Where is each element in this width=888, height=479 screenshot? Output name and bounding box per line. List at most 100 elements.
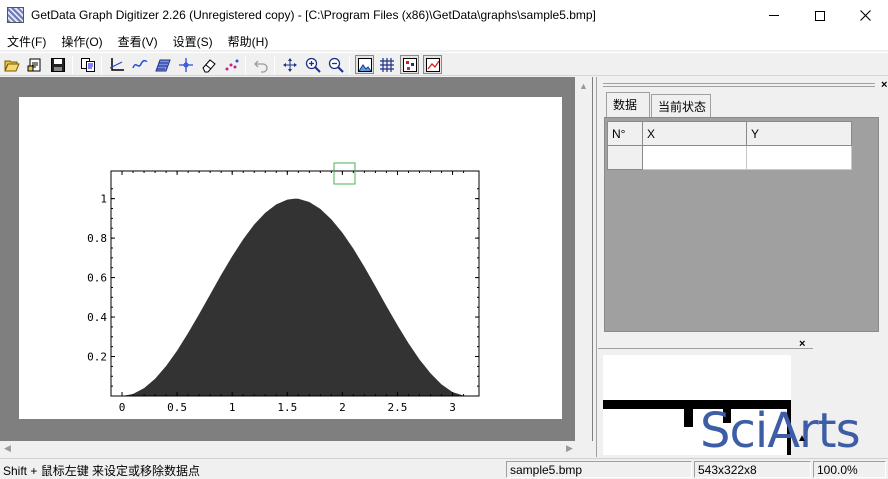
- x-tick-label: 2: [339, 401, 346, 414]
- point-capture-icon: [178, 57, 193, 72]
- close-button[interactable]: [843, 0, 888, 31]
- open-file-button[interactable]: [25, 55, 44, 74]
- column-y-header[interactable]: Y: [746, 121, 852, 146]
- column-number-header[interactable]: N°: [607, 121, 643, 146]
- menu-operations[interactable]: 操作(O): [61, 35, 103, 49]
- toolbar-separator: [349, 56, 350, 74]
- auto-trace-line-icon: [131, 59, 148, 68]
- grid-icon: [379, 57, 394, 72]
- pan-button[interactable]: [280, 55, 299, 74]
- y-tick-label: 0.4: [87, 311, 107, 324]
- auto-trace-line-button[interactable]: [130, 55, 149, 74]
- data-tab-pane: N° X Y: [604, 117, 879, 332]
- point-capture-button[interactable]: [176, 55, 195, 74]
- zoom-out-icon: [328, 57, 344, 73]
- show-image-icon: [357, 57, 372, 72]
- area-trace-icon: [154, 59, 171, 71]
- plot-frame: [110, 170, 480, 397]
- x-cell[interactable]: [642, 145, 747, 170]
- zoom-preview: [603, 355, 791, 455]
- copy-button[interactable]: [78, 55, 97, 74]
- y-tick-label: 0.2: [87, 351, 107, 364]
- data-table[interactable]: N° X Y: [607, 121, 852, 170]
- undo-button[interactable]: [251, 55, 270, 74]
- preview-scroll-up-icon[interactable]: ▲: [797, 433, 807, 444]
- save-button[interactable]: [48, 55, 67, 74]
- graph-icon: [425, 57, 440, 72]
- x-tick-label: 2.5: [388, 401, 408, 414]
- digitize-points-icon: [225, 59, 238, 70]
- toolbar-separator: [274, 56, 275, 74]
- zoom-in-icon: [305, 57, 321, 73]
- zoom-out-button[interactable]: [326, 55, 345, 74]
- y-tick-label: 0.6: [87, 272, 107, 285]
- tab-data[interactable]: 数据: [606, 92, 650, 117]
- toolbar: [0, 52, 888, 76]
- table-header-row: N° X Y: [607, 121, 852, 146]
- status-message: Shift + 鼠标左键 来设定或移除数据点: [3, 464, 201, 478]
- toolbar-separator: [72, 56, 73, 74]
- close-preview-icon[interactable]: ×: [799, 338, 806, 350]
- status-zoom: 100.0%: [813, 461, 886, 478]
- status-file: sample5.bmp: [506, 461, 692, 478]
- scroll-left-icon[interactable]: ◀: [4, 443, 11, 453]
- scroll-right-icon[interactable]: ▶: [566, 443, 573, 453]
- pan-icon: [282, 57, 297, 72]
- toolbar-separator: [245, 56, 246, 74]
- table-row[interactable]: [607, 145, 852, 170]
- graph-canvas[interactable]: 0 0.5 1 1.5 2 2.5 3 0.2 0.4 0.6 0.8 1: [19, 97, 562, 419]
- vertical-scrollbar[interactable]: ▲: [575, 77, 592, 441]
- menu-bar: 文件(F) 操作(O) 查看(V) 设置(S) 帮助(H): [0, 31, 888, 50]
- x-tick-label: 1.5: [277, 401, 297, 414]
- x-tick-label: 1: [229, 401, 236, 414]
- x-tick-label: 0.5: [167, 401, 187, 414]
- app-icon: [7, 7, 24, 23]
- status-image-size: 543x322x8: [694, 461, 811, 478]
- minimize-icon: [768, 15, 779, 16]
- eraser-icon: [201, 58, 216, 72]
- points-toggle[interactable]: [400, 55, 419, 74]
- x-tick-label: 3: [449, 401, 456, 414]
- scroll-up-icon[interactable]: ▲: [579, 81, 588, 91]
- zoom-in-button[interactable]: [303, 55, 322, 74]
- axes-icon: [109, 57, 124, 71]
- menu-view[interactable]: 查看(V): [117, 35, 158, 49]
- menu-file[interactable]: 文件(F): [7, 35, 47, 49]
- column-x-header[interactable]: X: [642, 121, 747, 146]
- toolbar-separator: [101, 56, 102, 74]
- set-axes-button[interactable]: [107, 55, 126, 74]
- undo-icon: [253, 60, 268, 73]
- graph-toggle[interactable]: [423, 55, 442, 74]
- open-folder-button[interactable]: [2, 55, 21, 74]
- open-folder-icon: [3, 60, 20, 71]
- plot[interactable]: 0 0.5 1 1.5 2 2.5 3 0.2 0.4 0.6 0.8 1: [19, 97, 562, 419]
- area-series: [122, 198, 468, 396]
- menu-settings[interactable]: 设置(S): [172, 35, 213, 49]
- menu-help[interactable]: 帮助(H): [227, 35, 269, 49]
- y-tick-label: 1: [100, 193, 107, 206]
- maximize-button[interactable]: [797, 0, 842, 31]
- minimize-button[interactable]: [751, 0, 796, 31]
- eraser-button[interactable]: [199, 55, 218, 74]
- open-file-icon: [27, 58, 40, 71]
- horizontal-scrollbar[interactable]: ◀ ▶: [0, 441, 593, 457]
- grip-line: [603, 86, 875, 87]
- digitize-points-button[interactable]: [222, 55, 241, 74]
- grid-toggle[interactable]: [377, 55, 396, 74]
- y-cell[interactable]: [746, 145, 852, 170]
- grip-line: [603, 83, 875, 84]
- close-panel-icon[interactable]: ×: [881, 79, 888, 91]
- title-bar[interactable]: GetData Graph Digitizer 2.26 (Unregister…: [0, 0, 888, 31]
- preview-image: [603, 400, 791, 455]
- row-number-cell: [607, 145, 643, 170]
- status-bar: Shift + 鼠标左键 来设定或移除数据点 sample5.bmp 543x3…: [0, 458, 888, 478]
- tab-status[interactable]: 当前状态: [651, 94, 711, 117]
- area-trace-button[interactable]: [153, 55, 172, 74]
- show-image-toggle[interactable]: [355, 55, 374, 74]
- panel-grip[interactable]: ×: [603, 79, 887, 91]
- image-workspace[interactable]: 0 0.5 1 1.5 2 2.5 3 0.2 0.4 0.6 0.8 1: [0, 77, 593, 457]
- window-title: GetData Graph Digitizer 2.26 (Unregister…: [31, 8, 596, 22]
- watermark-logo: SciArts: [700, 403, 861, 459]
- cursor-marker: [333, 162, 356, 185]
